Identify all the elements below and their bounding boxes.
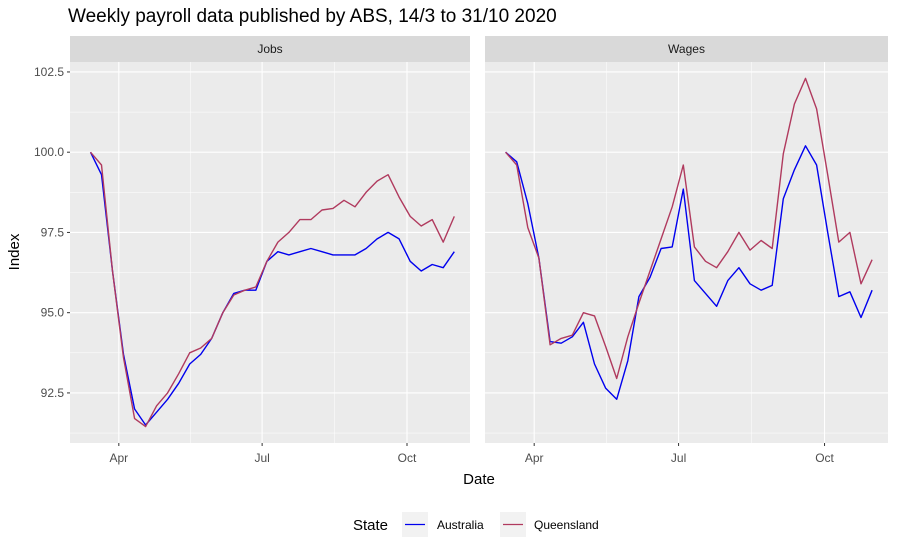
series-line-australia-jobs — [89, 151, 455, 426]
facet-strip — [70, 36, 470, 62]
facet-label: Wages — [668, 42, 705, 56]
facet-label: Jobs — [257, 42, 282, 56]
y-axis-label: Index — [6, 233, 23, 270]
series-line-queensland-wages — [505, 77, 873, 380]
x-tick-label: Jul — [254, 451, 269, 465]
y-tick-label: 97.5 — [41, 225, 65, 239]
x-axis-label: Date — [463, 471, 495, 488]
x-tick-label: Apr — [525, 451, 544, 465]
legend-title: State — [353, 517, 388, 534]
y-tick-label: 100.0 — [34, 145, 64, 159]
x-tick-label: Oct — [398, 451, 417, 465]
series-line-queensland-jobs — [89, 151, 455, 428]
x-tick-label: Jul — [671, 451, 686, 465]
legend-label-queensland: Queensland — [534, 518, 599, 532]
chart-title: Weekly payroll data published by ABS, 14… — [68, 6, 557, 27]
legend-label-australia: Australia — [437, 518, 484, 532]
panel-jobs: Jobs 92.5 95.0 97.5 100.0 102.5 Apr Jul Oct — [34, 36, 470, 465]
panel-background — [70, 62, 470, 443]
x-tick-label: Apr — [109, 451, 128, 465]
series-line-australia-wages — [505, 145, 873, 400]
legend: State Australia Queensland — [353, 512, 599, 537]
y-tick-label: 102.5 — [34, 65, 64, 79]
facet-strip — [485, 36, 888, 62]
x-tick-label: Oct — [815, 451, 834, 465]
panel-wages: Wages Apr Jul Oct — [485, 36, 888, 465]
y-tick-label: 95.0 — [41, 306, 65, 320]
y-tick-label: 92.5 — [41, 386, 65, 400]
panel-background — [485, 62, 888, 443]
